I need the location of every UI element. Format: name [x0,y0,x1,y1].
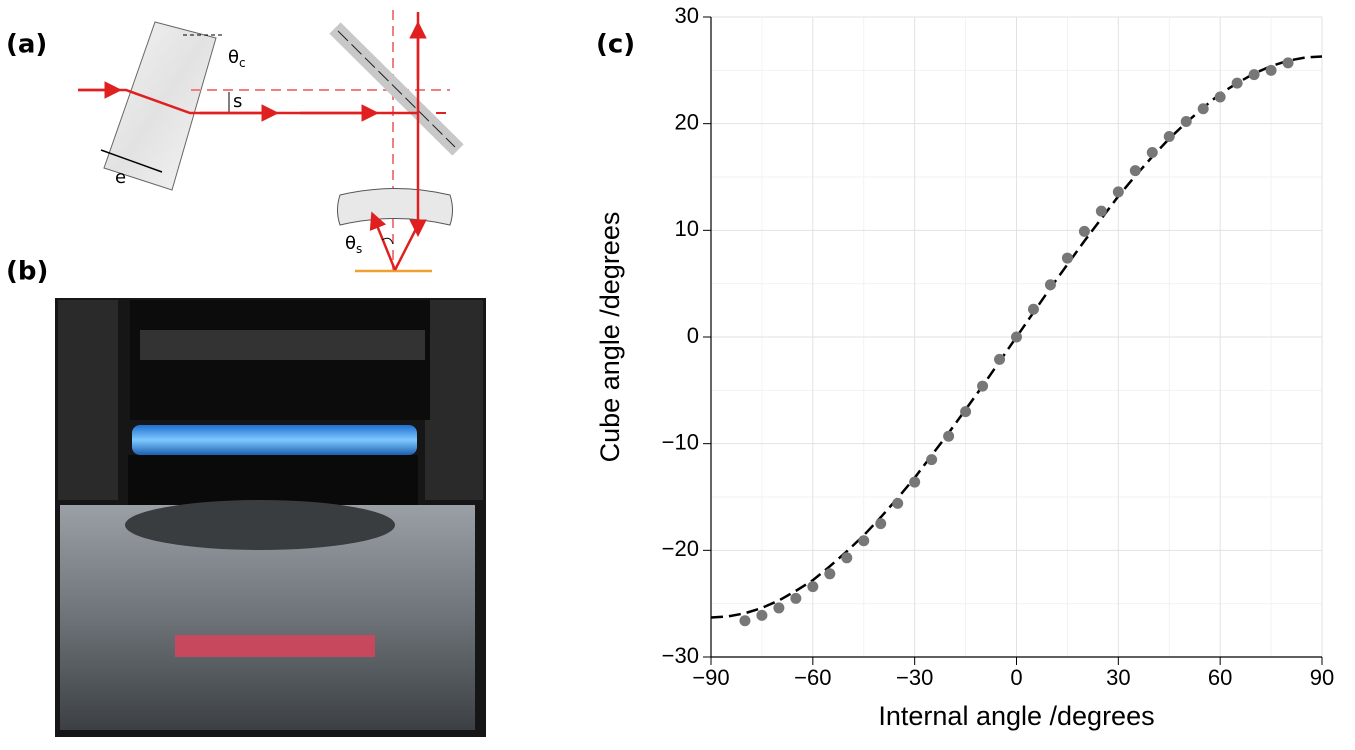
x-axis-label: Internal angle /degrees [878,701,1154,731]
subscript: s [356,242,362,256]
label-theta-s: θs [345,233,362,256]
data-point [1282,57,1294,69]
data-point [926,454,938,466]
data-point [960,406,972,418]
data-point [1078,225,1090,237]
x-tick-label: 60 [1208,665,1232,690]
x-tick-label: 90 [1310,665,1334,690]
photo [55,298,486,737]
data-point [1214,91,1226,103]
x-tick-label: −90 [692,665,729,690]
data-point [977,380,989,392]
data-point [824,568,836,580]
data-point [1231,77,1243,89]
lens-bottom [125,500,395,550]
panel-label: (c) [596,30,635,60]
panel-label: (b) [6,257,48,287]
data-point [943,430,955,442]
red-beam [175,635,375,657]
data-point [994,353,1006,365]
data-point [1265,64,1277,76]
mirror-axis [337,30,456,148]
data-point [1180,116,1192,128]
data-point [1011,331,1022,343]
data-point [1027,303,1039,315]
y-tick-label: −10 [662,429,699,454]
data-point [739,615,751,627]
y-tick-label: 30 [675,3,699,28]
x-tick-label: 30 [1106,665,1130,690]
x-tick-label: −60 [794,665,831,690]
e-bar [100,149,163,173]
data-point [909,476,921,488]
label-theta-c: θc [228,47,246,70]
y-axis-label: Cube angle /degrees [595,212,625,463]
label-s: s [233,91,242,112]
label-e: e [115,167,126,188]
data-point [858,535,870,547]
symbol: θ [228,47,239,68]
data-point [1163,130,1175,142]
diagram: θc s e θs [78,10,464,273]
data-point [1095,205,1107,217]
x-tick-label: 0 [1010,665,1022,690]
data-point [892,497,904,509]
data-point [841,552,853,564]
data-point [756,609,768,621]
symbol: θ [345,233,356,254]
photo-side [425,300,483,500]
y-tick-label: 10 [675,216,699,241]
data-point [807,581,819,593]
prism [103,21,217,191]
data-point [773,602,785,614]
panel-label: (a) [6,30,47,60]
data-point [1061,252,1073,264]
y-tick-label: −20 [662,536,699,561]
y-tick-label: 20 [675,109,699,134]
beam [393,224,420,271]
x-tick-label: −30 [896,665,933,690]
data-point [1197,103,1209,115]
data-point [1044,279,1056,291]
knurl [140,330,425,360]
y-tick-label: −30 [662,643,699,668]
beam [369,211,397,271]
subscript: c [239,56,246,70]
data-point [1129,165,1141,177]
data-point [1112,186,1124,198]
data-point [790,592,802,604]
data-point [875,518,887,530]
angle-arc [381,237,394,245]
data-point [1146,146,1158,158]
photo-side [58,300,118,500]
data-point [1248,69,1260,81]
lens [337,188,453,226]
blue-band [132,425,417,455]
y-tick-label: 0 [687,323,699,348]
